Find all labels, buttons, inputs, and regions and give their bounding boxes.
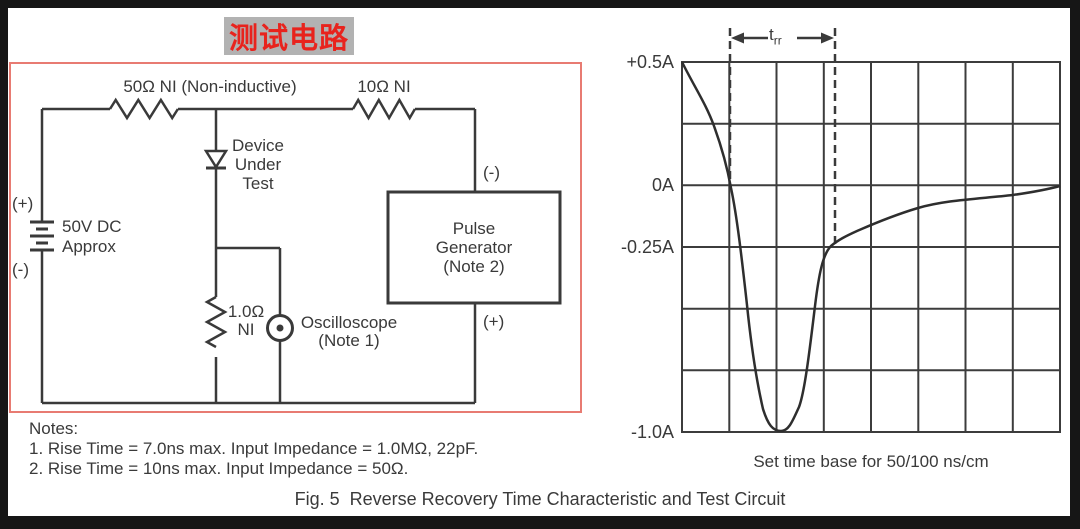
battery-plus-label: (+) xyxy=(12,194,34,213)
resistor-1ohm-label: 1.0Ω NI xyxy=(227,302,265,339)
notes-heading: Notes: xyxy=(29,419,79,438)
resistor-1ohm-icon xyxy=(204,295,228,349)
oscilloscope-label: Oscilloscope (Note 1) xyxy=(300,313,398,350)
page-title: 测试电路 xyxy=(224,17,354,55)
supply-label: 50V DC Approx xyxy=(62,217,122,256)
dut-label: Device Under Test xyxy=(232,136,284,193)
chart-grid xyxy=(681,61,1061,433)
battery-icon xyxy=(30,220,54,252)
dut-diode-icon xyxy=(203,149,229,170)
trr-dashed-markers xyxy=(728,28,837,247)
pulse-generator-box xyxy=(386,190,562,305)
note-2: 2. Rise Time = 10ns max. Input Impedance… xyxy=(29,459,409,478)
pulse-generator-minus-label: (-) xyxy=(483,163,500,182)
circuit-wires xyxy=(40,97,477,405)
ytick-minus-1-0a: -1.0A xyxy=(630,422,674,442)
test-circuit-outline xyxy=(9,62,582,413)
oscilloscope-probe-icon xyxy=(266,314,294,342)
resistor-10ohm-icon xyxy=(351,97,416,121)
recovery-current-curve xyxy=(680,61,1061,433)
ytick-0a: 0A xyxy=(651,175,674,195)
note-1: 1. Rise Time = 7.0ns max. Input Impedanc… xyxy=(29,439,479,458)
ytick-minus-0-25a: -0.25A xyxy=(620,237,674,257)
figure-caption: Fig. 5 Reverse Recovery Time Characteris… xyxy=(294,489,786,509)
trr-arrow xyxy=(731,32,834,44)
resistor-10ohm-label: 10Ω NI xyxy=(357,77,411,96)
notes: Notes: 1. Rise Time = 7.0ns max. Input I… xyxy=(29,419,478,479)
time-base-note: Set time base for 50/100 ns/cm xyxy=(753,452,989,471)
pulse-generator-plus-label: (+) xyxy=(483,312,505,331)
ytick-plus-0-5a: +0.5A xyxy=(626,52,674,72)
resistor-50ohm-label: 50Ω NI (Non-inductive) xyxy=(123,77,297,96)
pulse-generator-label: Pulse Generator (Note 2) xyxy=(435,219,513,276)
trr-annotation-label: trr xyxy=(769,25,782,48)
resistor-50ohm-icon xyxy=(108,97,179,121)
battery-minus-label: (-) xyxy=(12,260,29,279)
